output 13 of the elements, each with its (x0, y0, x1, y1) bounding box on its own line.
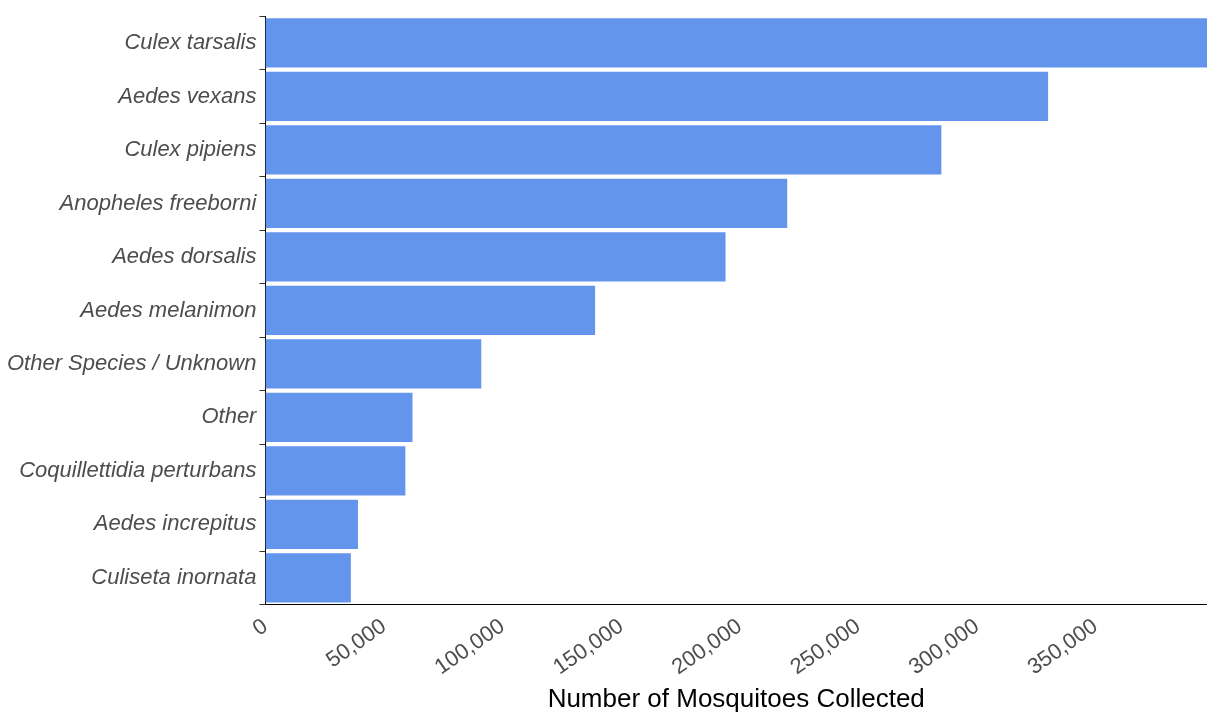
x-tick-label: 0 (247, 612, 272, 641)
y-tick-label: Aedes melanimon (78, 296, 257, 322)
y-tick-label: Coquillettidia perturbans (19, 456, 257, 482)
y-tick-label: Other (201, 403, 259, 429)
y-tick-label: Aedes vexans (116, 82, 257, 108)
y-tick-label: Aedes increpitus (91, 510, 257, 536)
y-tick-label: Anopheles freeborni (57, 189, 258, 215)
y-tick-label: Culiseta inornata (91, 563, 257, 589)
y-tick-label: Other Species / Unknown (6, 349, 257, 375)
y-tick-label: Aedes dorsalis (110, 243, 257, 269)
y-tick-label: Culex pipiens (124, 136, 257, 162)
x-axis-title: Number of Mosquitoes Collected (547, 682, 925, 713)
y-tick-label: Culex tarsalis (124, 29, 257, 55)
